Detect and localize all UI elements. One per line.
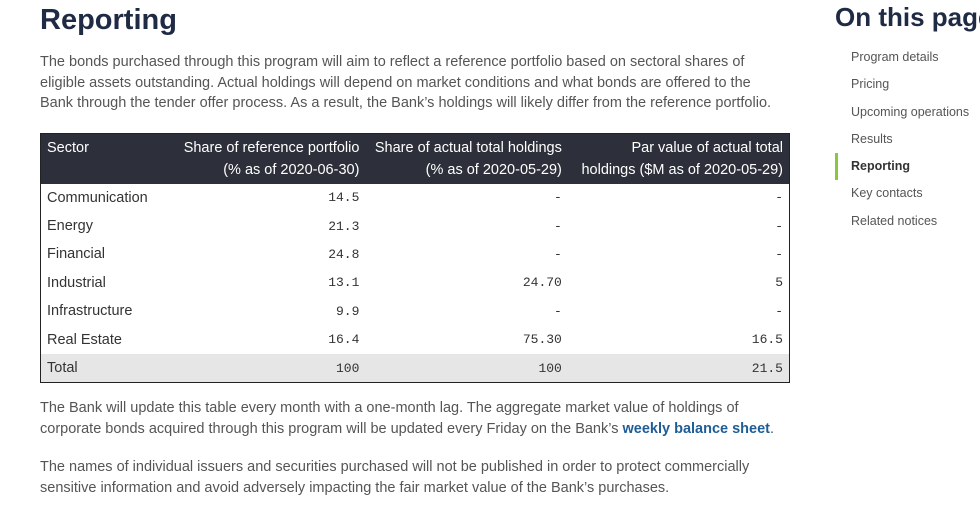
sidebar-title: On this page: [835, 2, 980, 32]
main-content: Reporting The bonds purchased through th…: [40, 0, 790, 498]
cell-value: -: [554, 303, 562, 319]
sector-name: Financial: [47, 246, 106, 263]
text: The Bank will update this table every mo…: [40, 400, 739, 437]
update-paragraph: The Bank will update this table every mo…: [40, 398, 785, 439]
table-row: Infrastructure 9.9 - -: [41, 297, 790, 325]
cell-value: 16.4: [328, 332, 360, 348]
sector-name: Real Estate: [47, 331, 122, 348]
cell-value: 16.5: [751, 332, 783, 348]
cell-value: -: [775, 190, 783, 206]
cell-value: 5: [775, 275, 783, 291]
nav-link[interactable]: Upcoming operations: [851, 104, 970, 119]
disclosure-paragraph: The names of individual issuers and secu…: [40, 459, 750, 496]
nav-link[interactable]: Results: [851, 131, 893, 146]
cell-value: 24.8: [328, 246, 360, 262]
column-header: Par value of actual total holdings ($M a…: [567, 133, 790, 184]
text: .: [770, 420, 775, 437]
nav-link[interactable]: Key contacts: [851, 186, 923, 201]
table-row: Communication 14.5 - -: [41, 184, 790, 212]
table-row: Real Estate 16.4 75.30 16.5: [41, 325, 790, 353]
column-header: Sector: [40, 133, 163, 184]
holdings-table: Sector Share of reference portfolio (% as…: [40, 132, 790, 384]
cell-value: 21.3: [328, 218, 360, 234]
cell-value: 100: [365, 353, 568, 383]
cell-value: -: [775, 246, 783, 262]
cell-value: 9.9: [336, 303, 360, 319]
nav-link[interactable]: Related notices: [851, 213, 938, 228]
cell-value: 21.5: [567, 353, 790, 383]
sector-name: Energy: [47, 218, 93, 235]
nav-link[interactable]: Program details: [851, 50, 939, 64]
sidebar: On this page Program details Pricing Upcom…: [835, 0, 980, 235]
sector-name: Total: [40, 353, 163, 383]
intro-paragraph: The bonds purchased through this program…: [40, 54, 772, 111]
cell-value: -: [775, 218, 783, 234]
cell-value: -: [554, 190, 562, 206]
table-row: Energy 21.3 - -: [41, 212, 790, 240]
sector-name: Infrastructure: [47, 303, 133, 320]
sidebar-nav: Program details Pricing Upcoming operation…: [835, 44, 980, 235]
column-header: Share of actual total holdings (% as of …: [365, 133, 568, 184]
cell-value: -: [775, 303, 783, 319]
cell-value: 14.5: [328, 190, 360, 206]
table-row: Financial 24.8 - -: [41, 240, 790, 268]
sector-name: Communication: [47, 189, 148, 206]
balance-sheet-link[interactable]: weekly balance sheet: [622, 420, 771, 437]
cell-value: 13.1: [328, 275, 360, 291]
table-row: Total 100 100 21.5: [40, 353, 790, 383]
cell-value: 100: [162, 353, 366, 383]
table-row: Industrial 13.1 24.70 5: [41, 269, 790, 297]
cell-value: -: [554, 218, 562, 234]
cell-value: 75.30: [522, 332, 562, 348]
sector-name: Industrial: [47, 274, 106, 291]
page-title: Reporting: [40, 4, 177, 36]
nav-link[interactable]: Pricing: [851, 77, 890, 92]
column-header: Share of reference portfolio (% as of 20…: [162, 133, 366, 184]
cell-value: 24.70: [522, 275, 562, 291]
cell-value: -: [554, 246, 562, 262]
nav-link[interactable]: Reporting: [835, 153, 980, 181]
